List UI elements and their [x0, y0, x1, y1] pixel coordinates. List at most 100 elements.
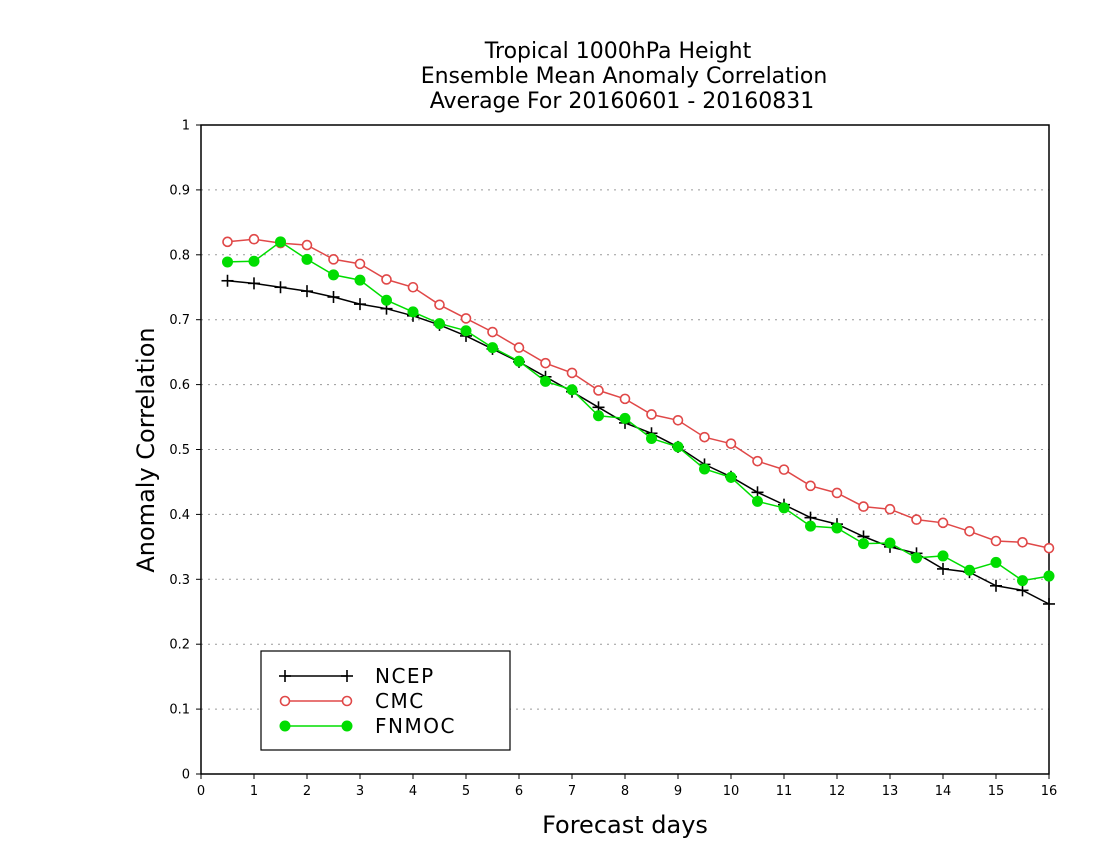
- ncep-line: [227, 280, 1050, 605]
- cmc-point: [460, 313, 472, 324]
- chart-title: Tropical 1000hPa Height Ensemble Mean An…: [421, 39, 828, 114]
- fnmoc-point: [540, 375, 551, 387]
- fnmoc-point: [460, 325, 472, 337]
- title-line-3: Average For 20160601 - 20160831: [430, 89, 815, 114]
- fnmoc-point: [990, 556, 1002, 568]
- series-ncep: [221, 274, 1055, 610]
- fnmoc-point: [831, 522, 843, 534]
- cmc-point: [434, 299, 445, 311]
- fnmoc-point: [248, 255, 260, 267]
- x-axis-label: Forecast days: [542, 811, 708, 839]
- y-axis-label: Anomaly Correlation: [132, 327, 160, 572]
- x-tick-label: 13: [882, 784, 899, 799]
- fnmoc-point: [699, 463, 710, 475]
- title-line-2: Ensemble Mean Anomaly Correlation: [421, 64, 828, 89]
- x-tick-label: 9: [674, 784, 682, 799]
- title-line-1: Tropical 1000hPa Height: [484, 39, 752, 64]
- x-tick-label: 16: [1041, 784, 1058, 799]
- fnmoc-point: [301, 253, 313, 265]
- series-layer: [221, 233, 1055, 610]
- legend-marker-fnmoc: [279, 720, 291, 732]
- fnmoc-point: [275, 236, 286, 248]
- x-tick-label: 0: [197, 784, 205, 799]
- legend-label-ncep: NCEP: [375, 664, 435, 688]
- cmc-point: [1017, 537, 1028, 548]
- x-tick-label: 1: [250, 784, 258, 799]
- fnmoc-point: [593, 410, 604, 422]
- cmc-point: [222, 236, 233, 248]
- fnmoc-point: [381, 294, 392, 306]
- series-cmc: [222, 233, 1055, 554]
- ncep-point: [1016, 584, 1029, 597]
- cmc-point: [487, 326, 498, 338]
- legend-item-cmc: CMC: [279, 689, 425, 713]
- x-tick-label: 4: [409, 784, 417, 799]
- y-tick-label: 0.9: [169, 183, 190, 198]
- cmc-point: [248, 233, 260, 245]
- legend-marker-ncep: [279, 670, 291, 682]
- cmc-point: [937, 517, 949, 529]
- cmc-point: [831, 487, 843, 499]
- fnmoc-point: [328, 269, 339, 281]
- cmc-point: [805, 480, 816, 492]
- y-tick-label: 0.8: [169, 248, 190, 263]
- legend-marker-ncep: [341, 670, 353, 682]
- cmc-point: [752, 455, 763, 467]
- cmc-line: [227, 238, 1050, 549]
- cmc-point: [699, 431, 710, 443]
- ncep-point: [990, 579, 1002, 592]
- cmc-point: [964, 525, 975, 537]
- cmc-point: [778, 464, 790, 475]
- ncep-point: [1043, 597, 1055, 610]
- fnmoc-line: [227, 240, 1050, 582]
- fnmoc-point: [646, 432, 657, 444]
- cmc-point: [513, 342, 525, 353]
- cmc-point: [672, 414, 684, 426]
- y-tick-label: 0.7: [169, 313, 190, 328]
- fnmoc-point: [884, 537, 896, 549]
- y-tick-label: 0.3: [169, 573, 190, 588]
- fnmoc-point: [566, 384, 578, 396]
- x-tick-label: 6: [515, 784, 523, 799]
- fnmoc-point: [513, 355, 525, 367]
- cmc-point: [407, 281, 419, 293]
- x-tick-label: 14: [935, 784, 952, 799]
- cmc-point: [540, 357, 551, 369]
- y-tick-label: 0: [182, 768, 190, 783]
- y-tick-label: 0.4: [169, 508, 190, 523]
- fnmoc-point: [1017, 575, 1028, 587]
- x-tick-label: 15: [988, 784, 1005, 799]
- legend-marker-cmc: [341, 695, 353, 707]
- legend-item-fnmoc: FNMOC: [279, 714, 454, 738]
- fnmoc-point: [222, 256, 233, 268]
- fnmoc-point: [672, 441, 684, 453]
- x-tick-label: 2: [303, 784, 311, 799]
- legend-marker-fnmoc: [341, 720, 353, 732]
- cmc-point: [911, 514, 922, 525]
- fnmoc-point: [354, 274, 366, 286]
- fnmoc-point: [778, 502, 790, 514]
- legend-label-cmc: CMC: [375, 689, 425, 713]
- fnmoc-point: [434, 318, 445, 330]
- grid-layer: [201, 189, 1049, 710]
- ncep-point: [301, 285, 313, 298]
- cmc-point: [354, 258, 366, 270]
- fnmoc-point: [619, 412, 631, 424]
- cmc-point: [593, 385, 604, 396]
- cmc-point: [328, 254, 339, 265]
- ncep-point: [354, 298, 366, 311]
- fnmoc-point: [725, 471, 737, 483]
- cmc-point: [858, 501, 869, 512]
- legend-item-ncep: NCEP: [279, 664, 435, 688]
- y-tick-label: 0.1: [169, 703, 190, 718]
- x-tick-label: 12: [829, 784, 846, 799]
- cmc-point: [725, 438, 737, 449]
- cmc-point: [619, 393, 631, 405]
- cmc-point: [646, 409, 657, 420]
- y-tick-label: 0.5: [169, 443, 190, 458]
- y-tick-label: 1: [182, 119, 190, 134]
- x-tick-label: 10: [723, 784, 740, 799]
